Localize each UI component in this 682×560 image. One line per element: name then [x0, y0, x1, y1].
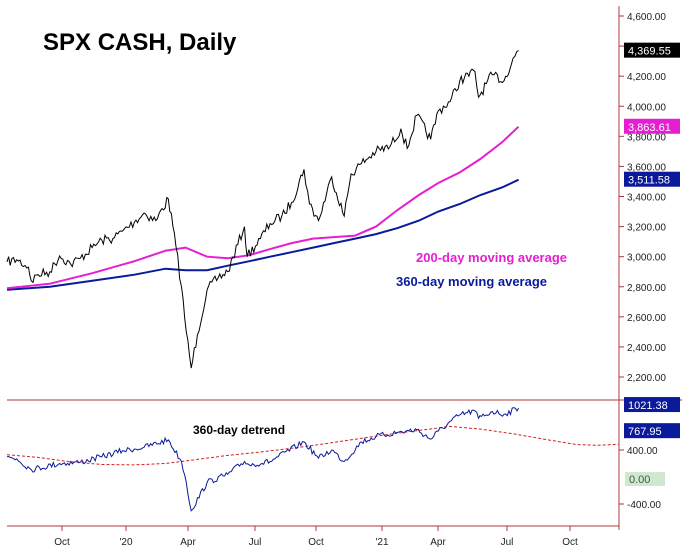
- detrend-title: 360-day detrend: [193, 423, 285, 437]
- date-tick-label: '21: [375, 537, 388, 548]
- projection-last-value-text: 767.95: [628, 426, 662, 438]
- detrend-last-value-box: [624, 397, 680, 413]
- ma200-last-value-box: [624, 118, 680, 134]
- ma360-line: [6, 178, 520, 291]
- price-tick-label: 3,000.00: [627, 253, 666, 264]
- date-tick-label: Apr: [430, 537, 446, 548]
- spx-price-line: [6, 50, 519, 369]
- ma360-last-value-box: [624, 171, 680, 187]
- projection-last-value-box: [624, 423, 680, 439]
- date-tick-label: Jul: [501, 537, 514, 548]
- price-tick-label: 2,200.00: [627, 373, 666, 384]
- date-tick-label: '20: [119, 537, 132, 548]
- ma200-annotation: 200-day moving average: [416, 250, 567, 265]
- price-tick-label: 3,200.00: [627, 223, 666, 234]
- detrend-projection-line: [6, 425, 619, 466]
- spx-last-value: 4,369.55: [624, 42, 680, 58]
- plot-area: [7, 6, 619, 526]
- price-tick-label: 4,000.00: [627, 102, 666, 113]
- ma360-annotation: 360-day moving average: [396, 274, 547, 289]
- chart-title: SPX CASH, Daily: [43, 29, 237, 56]
- ma200-last-value-text: 3,863.61: [628, 122, 671, 134]
- date-tick-label: Oct: [562, 537, 578, 548]
- date-tick-label: Oct: [54, 537, 70, 548]
- detrend-tick-label: -400.00: [627, 500, 661, 511]
- ma200-last-value: 3,863.61: [624, 118, 680, 134]
- series-layer: [6, 50, 619, 512]
- date-tick-label: Apr: [180, 537, 196, 548]
- price-tick-label: 4,600.00: [627, 12, 666, 23]
- label-layer: 4,600.004,400.004,200.004,000.003,800.00…: [54, 12, 680, 548]
- projection-last-value: 767.95: [624, 423, 680, 439]
- ma360-last-value: 3,511.58: [624, 171, 680, 187]
- detrend-tick-label: 400.00: [627, 446, 658, 457]
- tick-layer: [61, 15, 624, 531]
- price-tick-label: 2,600.00: [627, 313, 666, 324]
- detrend-last-value: 1021.38: [624, 397, 680, 413]
- price-tick-label: 2,800.00: [627, 283, 666, 294]
- spx-last-value-box: [624, 42, 680, 58]
- ma360-last-value-text: 3,511.58: [628, 175, 670, 187]
- detrend-last-value-text: 1021.38: [628, 400, 668, 412]
- price-tick-label: 2,400.00: [627, 343, 666, 354]
- spx-last-value-text: 4,369.55: [628, 46, 671, 58]
- date-tick-label: Oct: [308, 537, 324, 548]
- ma200-line: [6, 125, 520, 290]
- zero-level-label: 0.00: [629, 474, 650, 486]
- price-tick-label: 3,400.00: [627, 193, 666, 204]
- price-tick-label: 3,600.00: [627, 162, 666, 173]
- detrend-line: [6, 407, 520, 512]
- price-tick-label: 3,800.00: [627, 132, 666, 143]
- date-tick-label: Jul: [249, 537, 262, 548]
- zero-level-box: [625, 472, 665, 486]
- price-tick-label: 4,200.00: [627, 72, 666, 83]
